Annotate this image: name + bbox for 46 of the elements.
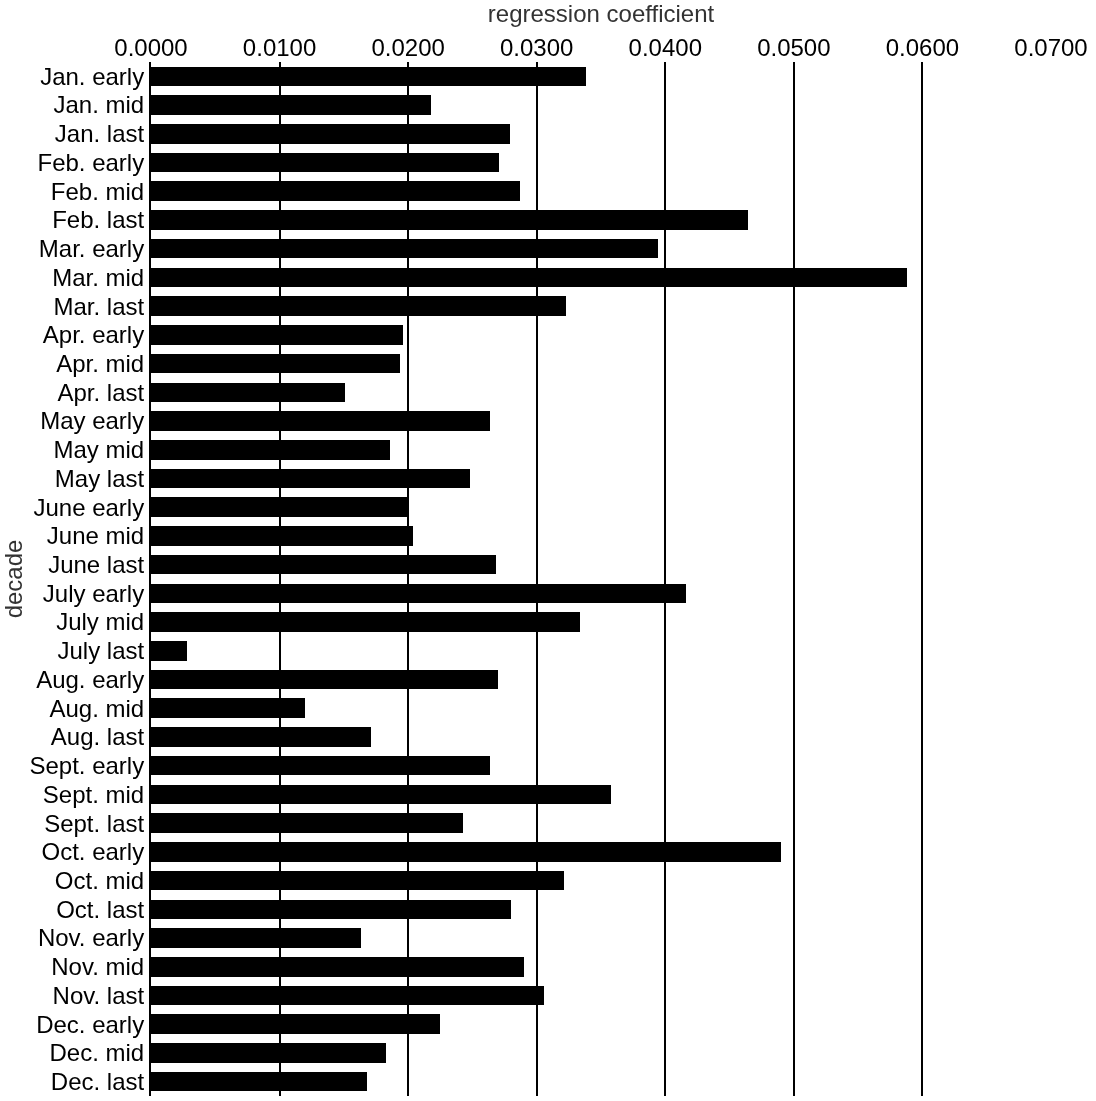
y-tick-label: June early: [33, 493, 145, 521]
y-tick-label: Aug. early: [36, 665, 145, 693]
y-tick-label: Apr. last: [57, 378, 145, 406]
y-tick-label: Jan. last: [54, 120, 145, 148]
y-tick-label: July early: [42, 579, 145, 607]
y-tick-label: Dec. early: [36, 1010, 145, 1038]
y-tick-label: July last: [57, 637, 145, 665]
y-tick-label: Nov. last: [52, 981, 145, 1009]
x-tick-label: 0.0100: [242, 34, 317, 62]
y-tick-label: Aug. mid: [49, 694, 145, 722]
y-tick-label: June last: [48, 551, 145, 579]
x-axis-title: regression coefficient: [487, 0, 715, 27]
y-tick-label: Feb. last: [52, 206, 145, 234]
y-tick-label: Sept. last: [44, 809, 145, 837]
y-tick-label: Nov. early: [37, 924, 145, 952]
y-tick-label: May early: [40, 407, 145, 435]
y-tick-label: Oct. early: [41, 838, 145, 866]
y-axis-title: decade: [0, 539, 27, 619]
y-tick-label: Nov. mid: [51, 953, 145, 981]
y-tick-label: Feb. early: [37, 148, 145, 176]
y-tick-label: Oct. last: [56, 895, 145, 923]
y-tick-label: May last: [54, 464, 145, 492]
x-tick-label: 0.0300: [500, 34, 574, 62]
y-tick-label: Feb. mid: [50, 177, 145, 205]
x-tick-label: 0.0600: [885, 34, 960, 62]
y-tick-label: Dec. last: [50, 1068, 145, 1096]
y-tick-label: Jan. early: [40, 62, 145, 90]
y-tick-label: Apr. early: [42, 321, 145, 349]
y-tick-label: Dec. mid: [49, 1039, 145, 1067]
y-tick-label: Mar. mid: [52, 263, 145, 291]
x-tick-label: 0.0200: [371, 34, 445, 62]
y-tick-label: June mid: [46, 522, 145, 550]
y-tick-label: Mar. last: [53, 292, 145, 320]
y-tick-label: Aug. last: [50, 723, 145, 751]
y-tick-label: Mar. early: [38, 235, 145, 263]
x-tick-label: 0.0500: [757, 34, 831, 62]
y-tick-label: Sept. mid: [42, 780, 145, 808]
y-tick-label: Jan. mid: [53, 91, 145, 119]
y-tick-label: Apr. mid: [56, 349, 145, 377]
x-tick-label: 0.0400: [628, 34, 702, 62]
y-tick-label: May mid: [53, 436, 145, 464]
x-tick-label: 0.0700: [1014, 34, 1088, 62]
y-tick-label: Sept. early: [29, 752, 145, 780]
x-tick-label: 0.0000: [114, 34, 188, 62]
y-tick-label: July mid: [56, 608, 145, 636]
y-tick-label: Oct. mid: [54, 866, 145, 894]
